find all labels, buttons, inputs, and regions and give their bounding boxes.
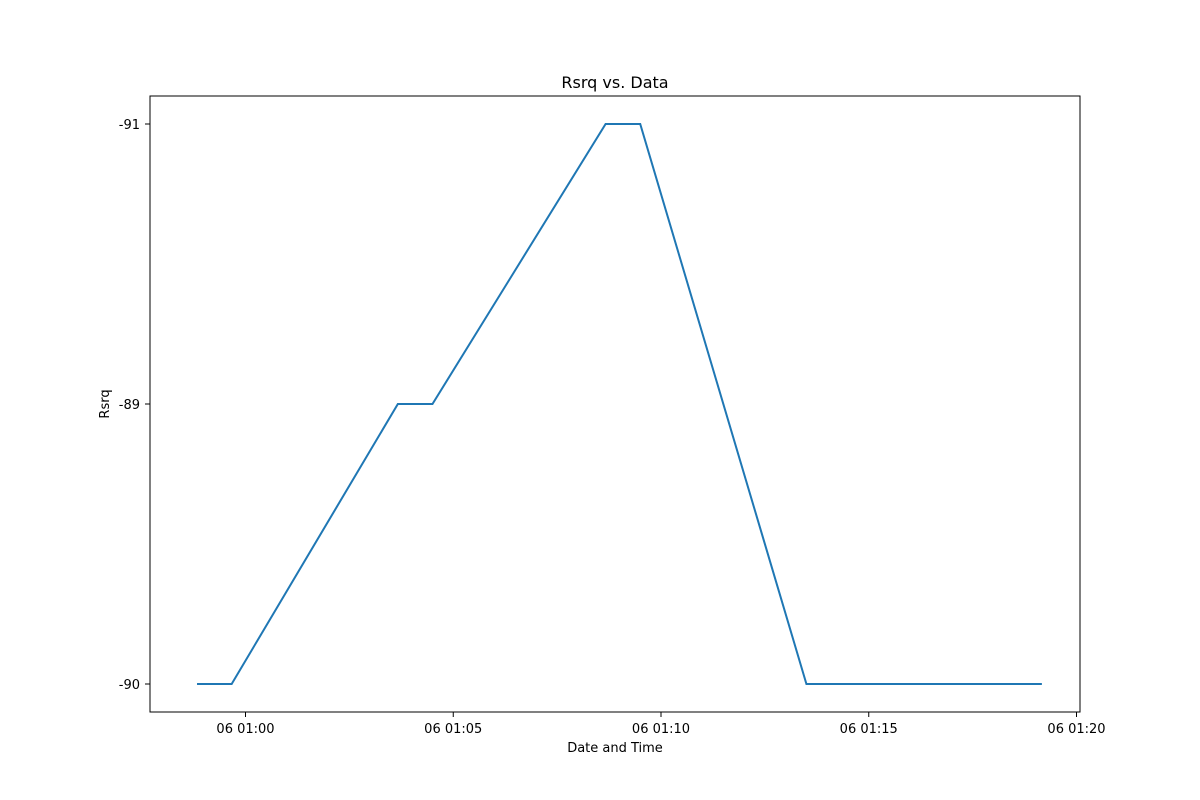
y-axis-label: Rsrq [98, 389, 113, 418]
chart-title: Rsrq vs. Data [561, 73, 668, 92]
plot-area [149, 95, 1081, 713]
x-axis-label: Date and Time [567, 741, 663, 756]
y-axis-ticks: -90 -89 -91 [119, 118, 150, 693]
x-tick-label: 06 01:15 [840, 722, 898, 737]
y-tick-label: -90 [119, 678, 140, 693]
axes-frame [149, 95, 1081, 713]
x-tick-label: 06 01:05 [424, 722, 482, 737]
x-axis-ticks: 06 01:00 06 01:05 06 01:10 06 01:15 06 01:20 [216, 712, 1106, 737]
x-tick-label: 06 01:10 [632, 722, 690, 737]
y-tick-label: -89 [119, 398, 140, 413]
series-layer [196, 123, 1042, 685]
y-tick-label: -91 [119, 118, 140, 133]
x-tick-label: 06 01:00 [216, 722, 274, 737]
rsrq-series-line [197, 123, 1042, 685]
x-tick-label: 06 01:20 [1047, 722, 1105, 737]
